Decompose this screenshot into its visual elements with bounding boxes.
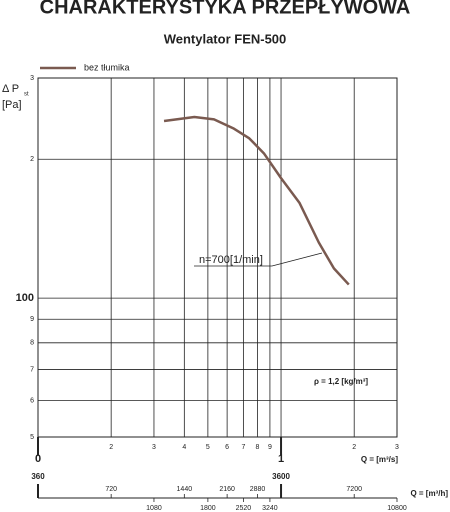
x2-tick-label: 7200 — [346, 486, 362, 493]
x-tick-label: 5 — [206, 444, 210, 451]
y-tick-label: 6 — [30, 397, 34, 404]
x2-axis-label: Q = [m³/h] — [410, 489, 448, 498]
x2-tick-label: 720 — [105, 486, 117, 493]
series-line — [163, 115, 350, 286]
y-axis-unit: [Pa] — [2, 99, 22, 111]
x2-tick-label: 2880 — [250, 486, 266, 493]
x-tick-label: 2 — [352, 444, 356, 451]
y-tick-label: 9 — [30, 316, 34, 323]
x-axis-label: Q = [m³/s] — [361, 455, 398, 464]
x-tick-label: 7 — [241, 444, 245, 451]
x-tick-label: 2 — [109, 444, 113, 451]
x-tick-label: 8 — [256, 444, 260, 451]
y-tick-label: 3 — [30, 75, 34, 82]
x-tick-label: 0 — [35, 453, 41, 465]
chart-subtitle: Wentylator FEN-500 — [164, 31, 287, 46]
x2-tick-label: 1800 — [200, 505, 216, 512]
x2-tick-label: 2160 — [219, 486, 235, 493]
x-tick-label: 4 — [182, 444, 186, 451]
y-tick-label: 2 — [30, 156, 34, 163]
x2-tick-label: 3600 — [272, 472, 290, 481]
y-tick-label: 7 — [30, 366, 34, 373]
x2-tick-label: 1080 — [146, 505, 162, 512]
x2-tick-label: 2520 — [236, 505, 252, 512]
annotation-leader — [194, 252, 323, 267]
x2-tick-label: 1440 — [177, 486, 193, 493]
y-tick-label: 5 — [30, 434, 34, 441]
annotation: n=700[1/min] — [199, 254, 263, 266]
y-tick-label: 100 — [16, 292, 34, 304]
y-tick-label: 8 — [30, 340, 34, 347]
x-tick-label: 3 — [152, 444, 156, 451]
chart-title: CHARAKTERYSTYKA PRZEPŁYWOWA — [40, 0, 411, 18]
y-axis-label-sub: st — [24, 92, 29, 98]
x-tick-label: 6 — [225, 444, 229, 451]
y-axis-label: Δ P — [2, 83, 19, 95]
x-tick-label: 9 — [268, 444, 272, 451]
x2-tick-label: 10800 — [387, 505, 407, 512]
x2-tick-label: 3240 — [262, 505, 278, 512]
x-tick-label: 3 — [395, 444, 399, 451]
legend-label: bez tłumika — [84, 62, 130, 72]
x-tick-label: 1 — [278, 453, 284, 465]
x2-tick-label: 360 — [31, 472, 45, 481]
annotation: ρ = 1,2 [kg/m³] — [314, 377, 368, 386]
